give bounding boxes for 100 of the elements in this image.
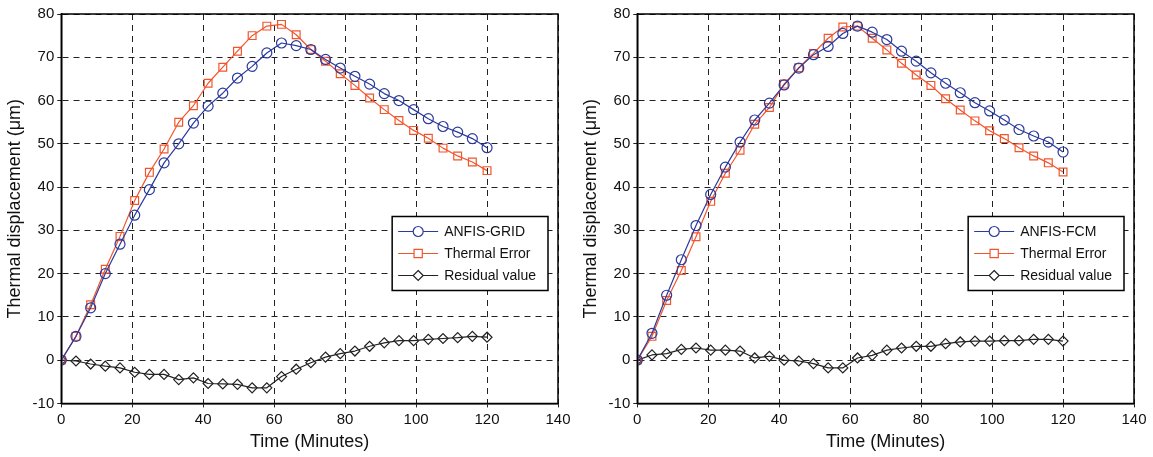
point bbox=[334, 62, 346, 74]
point bbox=[452, 332, 464, 344]
point bbox=[675, 343, 687, 355]
point bbox=[823, 33, 833, 43]
point bbox=[1013, 335, 1025, 347]
point bbox=[925, 67, 937, 79]
y-tick-label: 50 bbox=[613, 133, 631, 151]
legend-label: Residual value bbox=[444, 267, 537, 284]
point bbox=[705, 188, 717, 201]
point bbox=[452, 126, 464, 138]
y-tick-label: 80 bbox=[37, 4, 55, 22]
point bbox=[793, 355, 805, 367]
point bbox=[778, 354, 790, 366]
point bbox=[1028, 130, 1040, 142]
y-tick-label: 50 bbox=[37, 133, 55, 151]
point bbox=[866, 349, 878, 361]
point bbox=[895, 45, 908, 57]
point bbox=[349, 345, 361, 357]
point bbox=[335, 69, 345, 79]
point bbox=[173, 138, 185, 150]
point bbox=[705, 344, 717, 356]
legend-label: Thermal Error bbox=[1020, 245, 1107, 262]
y-tick-label: 80 bbox=[613, 4, 631, 22]
point bbox=[466, 133, 478, 145]
point bbox=[114, 238, 126, 250]
point bbox=[940, 77, 952, 89]
point bbox=[158, 368, 170, 381]
point bbox=[305, 357, 317, 369]
point bbox=[954, 87, 966, 99]
point bbox=[750, 119, 760, 129]
point bbox=[970, 116, 980, 126]
y-tick-label: 20 bbox=[613, 263, 631, 281]
point bbox=[881, 344, 893, 356]
point bbox=[719, 344, 731, 356]
x-tick-label: 0 bbox=[633, 409, 642, 427]
point bbox=[1014, 143, 1024, 153]
y-tick-label: 70 bbox=[613, 47, 631, 65]
point bbox=[481, 142, 493, 154]
point bbox=[998, 114, 1010, 126]
point bbox=[173, 374, 185, 386]
point bbox=[291, 30, 301, 40]
point bbox=[1057, 146, 1069, 158]
point bbox=[466, 330, 478, 342]
point bbox=[143, 184, 155, 196]
point bbox=[675, 254, 687, 266]
point bbox=[364, 340, 376, 352]
point bbox=[1043, 158, 1053, 168]
point bbox=[998, 335, 1010, 347]
point bbox=[70, 355, 82, 367]
point bbox=[319, 351, 332, 363]
point bbox=[290, 363, 302, 375]
point bbox=[1013, 123, 1025, 136]
point bbox=[218, 62, 228, 72]
x-tick-label: 20 bbox=[699, 409, 717, 427]
point bbox=[749, 114, 761, 126]
point bbox=[275, 37, 288, 49]
point bbox=[378, 88, 390, 100]
point bbox=[676, 266, 686, 276]
point bbox=[954, 336, 966, 348]
x-tick-label: 100 bbox=[403, 409, 429, 427]
legend-label: Thermal Error bbox=[444, 245, 531, 262]
point bbox=[691, 232, 701, 242]
point bbox=[749, 352, 761, 364]
y-tick-label: 60 bbox=[613, 90, 631, 108]
point bbox=[984, 335, 996, 347]
point bbox=[277, 19, 286, 29]
point bbox=[1029, 151, 1039, 161]
point bbox=[86, 300, 96, 310]
x-tick-label: 140 bbox=[1121, 409, 1147, 427]
point bbox=[334, 348, 346, 360]
point bbox=[143, 368, 155, 381]
y-tick-label: 0 bbox=[621, 350, 631, 368]
point bbox=[911, 70, 921, 80]
point bbox=[897, 58, 907, 68]
point bbox=[481, 331, 493, 343]
point bbox=[349, 70, 361, 82]
point bbox=[984, 105, 996, 117]
point bbox=[867, 33, 877, 43]
point bbox=[822, 40, 834, 53]
point bbox=[394, 115, 404, 125]
point bbox=[217, 87, 229, 99]
point bbox=[99, 360, 111, 372]
point bbox=[1028, 333, 1040, 345]
y-tick-label: -10 bbox=[608, 393, 631, 411]
point bbox=[115, 231, 125, 241]
point bbox=[941, 94, 951, 104]
point bbox=[187, 117, 200, 129]
point bbox=[925, 340, 937, 352]
point bbox=[364, 78, 376, 90]
point bbox=[690, 342, 702, 354]
point bbox=[1042, 333, 1054, 345]
point bbox=[706, 196, 716, 206]
point bbox=[895, 342, 908, 354]
x-tick-label: 40 bbox=[770, 409, 788, 427]
point bbox=[393, 335, 405, 347]
point bbox=[866, 26, 878, 38]
point bbox=[379, 105, 389, 115]
point bbox=[837, 27, 849, 40]
point bbox=[202, 377, 214, 390]
point bbox=[85, 302, 97, 314]
